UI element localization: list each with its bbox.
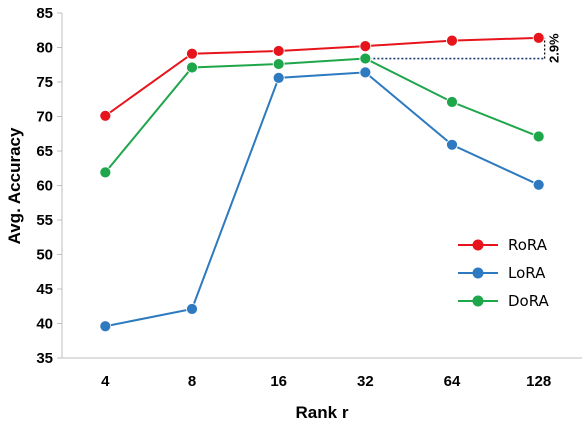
data-point [446,34,458,47]
x-tick-label: 4 [101,373,110,390]
series-rora [99,31,545,122]
legend-label: RoRA [508,236,548,254]
data-point [99,109,112,122]
legend-marker [472,267,484,279]
data-point [532,178,545,191]
legend-label: DoRA [508,292,550,310]
legend-item-rora: RoRA [458,236,548,254]
legend-label: LoRA [508,264,546,282]
series-line [104,57,540,174]
legend-item-lora: LoRA [458,264,546,282]
y-tick-label: 45 [36,281,53,298]
x-tick-label: 128 [526,373,551,390]
data-point [186,61,198,74]
x-tick-label: 8 [188,373,196,390]
y-tick-label: 40 [36,316,53,333]
data-point [186,303,198,315]
series-layer [99,31,545,333]
y-tick-label: 35 [36,350,53,367]
y-tick-label: 70 [36,109,53,126]
data-point [359,66,372,79]
x-tick-labels: 4 8 16 32 64 128 [101,373,551,390]
y-tick-label: 75 [36,74,53,91]
y-tick-label: 50 [36,247,53,264]
series-lora [99,66,545,333]
x-tick-label: 32 [357,373,374,390]
x-tick-label: 64 [444,373,461,390]
data-point [272,58,285,70]
legend-item-dora: DoRA [458,292,550,310]
data-point [532,31,545,44]
y-tick-label: 55 [36,212,53,229]
data-point [272,71,285,84]
y-tick-label: 85 [36,5,53,22]
gap-annotation: 2.9% [365,33,562,63]
data-point [359,40,372,53]
axes [57,12,582,359]
data-point [186,47,198,60]
data-point [532,130,545,143]
series-dora [99,52,545,179]
series-line [104,36,539,117]
y-tick-label: 60 [36,178,53,195]
x-axis-title: Rank r [296,403,349,422]
y-tick-label: 80 [36,40,53,57]
data-point [99,166,112,179]
data-point [446,96,458,108]
series-line [105,71,540,328]
annotation-label: 2.9% [547,33,562,63]
data-point [272,45,285,57]
legend: RoRA LoRA DoRA [458,236,550,310]
y-tick-labels: 35 40 45 50 55 60 65 70 75 80 85 [36,5,53,367]
x-tick-label: 16 [270,373,287,390]
data-point [99,320,112,333]
legend-marker [472,295,484,307]
data-point [359,52,372,65]
y-tick-label: 65 [36,143,53,160]
legend-marker [472,239,484,251]
y-axis-title: Avg. Accuracy [5,127,24,244]
data-point [446,138,458,151]
